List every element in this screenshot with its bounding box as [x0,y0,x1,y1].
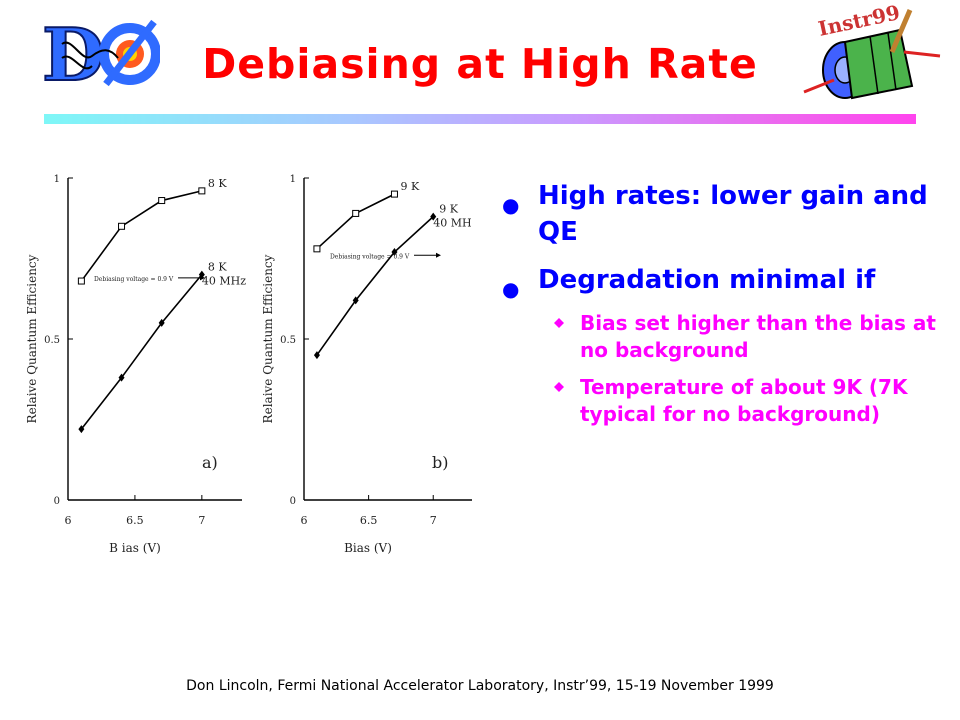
chart-2-series-1-point [390,190,398,198]
chart-2-x-axis-label: Bias (V) [344,541,392,555]
chart-2-series-1-line [316,193,395,250]
bullet-high-rates: ● High rates: lower gain and QE [498,178,940,250]
chart-2-annotation: Debiasing voltage = 0.9 V [330,253,410,260]
diamond-bullet-icon [554,318,564,328]
chart-2-x-tick-label: 6 [301,514,308,527]
chart-1-series-2-point [198,270,205,279]
chart-2-y-axis-label: Relaive Quantum Efficiency [261,254,275,423]
chart-1-series-2-point [158,318,165,327]
chart-1-series-2-point [118,373,125,382]
sub-bullet-bias: Bias set higher than the bias at no back… [498,310,940,364]
chart-2-series-2-line [316,216,434,356]
chart-1-panel-label: a) [202,453,218,472]
chart-2-annotation-arrowhead [436,252,441,258]
slide-footer: Don Lincoln, Fermi National Accelerator … [186,678,774,694]
chart-2-series-2-point [391,248,398,257]
chart-1-y-tick-label: 0 [54,496,60,507]
chart-1-x-tick-label: 6.5 [126,514,144,527]
bullet-dot-icon: ● [502,277,520,301]
chart-2-y-tick-label: 0 [290,496,296,507]
chart-1-series-1-line [80,190,203,282]
chart-2-series-1-point [313,245,321,253]
chart-1-series-1-point [158,197,166,205]
sub-bullet-temperature: Temperature of about 9K (7K typical for … [498,374,940,428]
chart-2-panel-label: b) [432,453,448,472]
svg-text:D: D [42,14,104,90]
chart-1-series-1-label: 8 K [208,177,227,190]
qe-vs-bias-charts: 0 0.5 1 6 6.5 7 B ias (V) Relaive Quantum Effic… [25,174,478,555]
chart-2-series-2-label: 9 K [439,203,458,216]
chart-2-series-2-point [313,351,320,360]
chart-1-y-tick-label: 0.5 [44,335,60,346]
chart-1-x-tick-label: 6 [65,514,72,527]
chart-1-series-2-point [78,425,85,434]
chart-2-x-tick-label: 7 [430,514,437,527]
chart-1-annotation-arrowhead [200,275,205,281]
chart-2-y-tick-label: 1 [290,174,296,185]
instr99-logo: Instr99 [803,0,941,100]
chart-1-annotation: Debiasing voltage = 0.9 V [94,276,174,283]
chart-1-y-tick-label: 1 [54,174,60,185]
slide-title: Debiasing at High Rate [202,40,758,88]
chart-1-x-axis-label: B ias (V) [109,541,161,555]
chart-1-series-2-label: 8 K [208,261,227,274]
chart-2-series-1-label: 9 K [400,180,419,193]
chart-1-series-2-line [80,274,203,430]
bullet-list: ● High rates: lower gain and QE ● Degrad… [498,178,940,438]
sub-bullet-text: Bias set higher than the bias at no back… [580,311,936,362]
charts-panel: 0 0.5 1 6 6.5 7 B ias (V) Relaive Quantum Effic… [10,170,478,580]
bullet-text: High rates: lower gain and QE [538,181,928,247]
sub-bullet-text: Temperature of about 9K (7K typical for … [580,375,908,426]
chart-1-series-1-point [118,222,126,230]
chart-2-x-tick-label: 6.5 [360,514,378,527]
diamond-bullet-icon [554,382,564,392]
chart-2-series-2-point [352,296,359,305]
chart-1-series-1-point [198,187,206,195]
title-gradient-rule [44,114,916,124]
chart-1-series-1-point [77,277,85,285]
chart-2-series-2-label-line2: 40 MHz [433,217,472,230]
chart-2-y-tick-label: 0.5 [280,335,296,346]
chart-1-x-tick-label: 7 [198,514,205,527]
bullet-text: Degradation minimal if [538,265,876,295]
chart-1-y-axis-label: Relaive Quantum Efficiency [25,254,39,423]
bullet-dot-icon: ● [502,193,520,217]
d0-logo: D [41,14,160,90]
chart-2-series-2-point [430,212,437,221]
chart-1-series-2-label-line2: 40 MHz [202,275,246,288]
chart-2-series-1-point [352,209,360,217]
bullet-degradation: ● Degradation minimal if [498,262,940,301]
